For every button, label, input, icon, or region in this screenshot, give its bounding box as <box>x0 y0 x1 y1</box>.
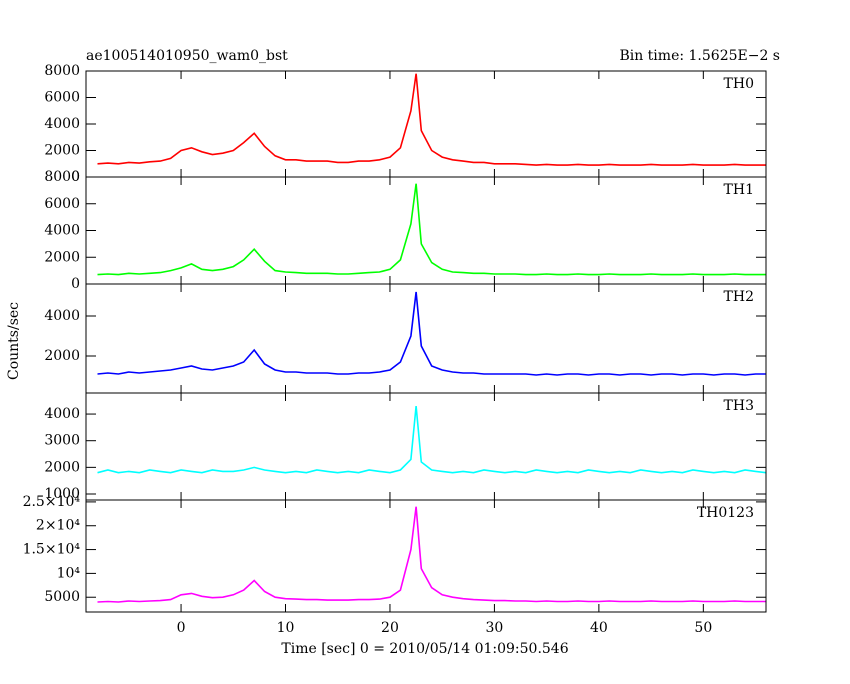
y-tick-label: 6000 <box>44 90 80 106</box>
y-tick-label: 2000 <box>44 143 80 159</box>
y-tick-label: 2000 <box>44 459 80 475</box>
y-tick-label: 4000 <box>44 406 80 422</box>
y-tick-label: 8000 <box>44 63 80 79</box>
y-tick-label: 4000 <box>44 116 80 132</box>
x-tick-label: 40 <box>590 620 608 636</box>
y-tick-label: 2.5×10⁴ <box>23 494 81 510</box>
x-tick-label: 50 <box>694 620 712 636</box>
y-axis-label: Counts/sec <box>6 302 22 380</box>
x-tick-label: 30 <box>486 620 504 636</box>
x-axis-label: Time [sec] 0 = 2010/05/14 01:09:50.546 <box>281 641 568 657</box>
x-tick-label: 10 <box>277 620 295 636</box>
y-tick-label: 6000 <box>44 196 80 212</box>
y-tick-label: 0 <box>71 276 80 292</box>
panel-label: TH0123 <box>697 505 754 521</box>
light-curve <box>97 73 766 166</box>
light-curve <box>97 291 766 376</box>
y-tick-label: 4000 <box>44 223 80 239</box>
y-tick-label: 2000 <box>44 249 80 265</box>
chart-title: ae100514010950_wam0_bst <box>86 48 288 64</box>
light-curve <box>97 506 766 603</box>
panel-label: TH0 <box>724 76 754 92</box>
bin-time: Bin time: 1.5625E−2 s <box>619 48 780 64</box>
y-tick-label: 2×10⁴ <box>36 518 80 534</box>
light-curve <box>97 406 767 474</box>
x-tick-label: 20 <box>381 620 399 636</box>
light-curve <box>97 183 766 276</box>
panel-label: TH1 <box>724 182 754 198</box>
y-tick-label: 1000 <box>44 486 80 502</box>
y-tick-label: 8000 <box>44 169 80 185</box>
x-tick-label: 0 <box>177 620 186 636</box>
y-tick-label: 5000 <box>44 589 80 605</box>
y-tick-label: 2000 <box>44 348 80 364</box>
y-tick-label: 1.5×10⁴ <box>23 542 81 558</box>
panel-label: TH3 <box>724 398 754 414</box>
panel-frame <box>85 499 767 613</box>
y-tick-label: 4000 <box>44 308 80 324</box>
y-tick-label: 10⁴ <box>57 565 81 581</box>
y-tick-label: 3000 <box>44 433 80 449</box>
panel-label: TH2 <box>724 289 754 305</box>
y-tick-label: 0 <box>71 169 80 185</box>
